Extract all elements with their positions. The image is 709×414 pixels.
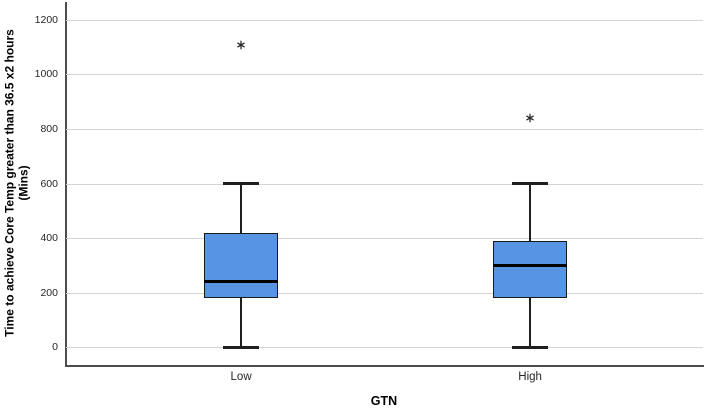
x-tick-label: Low	[230, 371, 252, 383]
whisker-cap	[512, 182, 549, 185]
gridline	[66, 292, 703, 294]
plot-area	[65, 2, 703, 365]
y-tick-label: 1200	[34, 13, 58, 26]
y-tick-label: 800	[40, 122, 58, 135]
boxplot-box-high	[493, 240, 568, 298]
whisker-cap	[512, 345, 549, 349]
y-axis-line	[65, 2, 67, 365]
gridline	[66, 238, 703, 239]
y-tick-label: 200	[40, 286, 58, 299]
gridline	[66, 128, 703, 130]
median-line	[204, 280, 279, 284]
y-tick-label: 0	[52, 341, 58, 353]
gridline	[66, 19, 703, 21]
y-tick-label: 600	[40, 177, 58, 190]
gridline	[66, 347, 703, 348]
outlier-marker	[237, 40, 246, 49]
boxplot-box-low	[204, 232, 279, 298]
gridline	[66, 183, 703, 185]
x-tick-label: High	[518, 371, 542, 383]
y-tick-label: 400	[40, 232, 58, 244]
outlier-marker	[526, 113, 535, 123]
x-axis-line	[65, 365, 704, 367]
gridline	[66, 74, 703, 76]
whisker-cap	[223, 345, 260, 349]
y-tick-label: 1000	[34, 68, 58, 81]
median-line	[493, 263, 568, 267]
x-axis-title: GTN	[370, 394, 398, 408]
whisker-cap	[223, 182, 260, 185]
